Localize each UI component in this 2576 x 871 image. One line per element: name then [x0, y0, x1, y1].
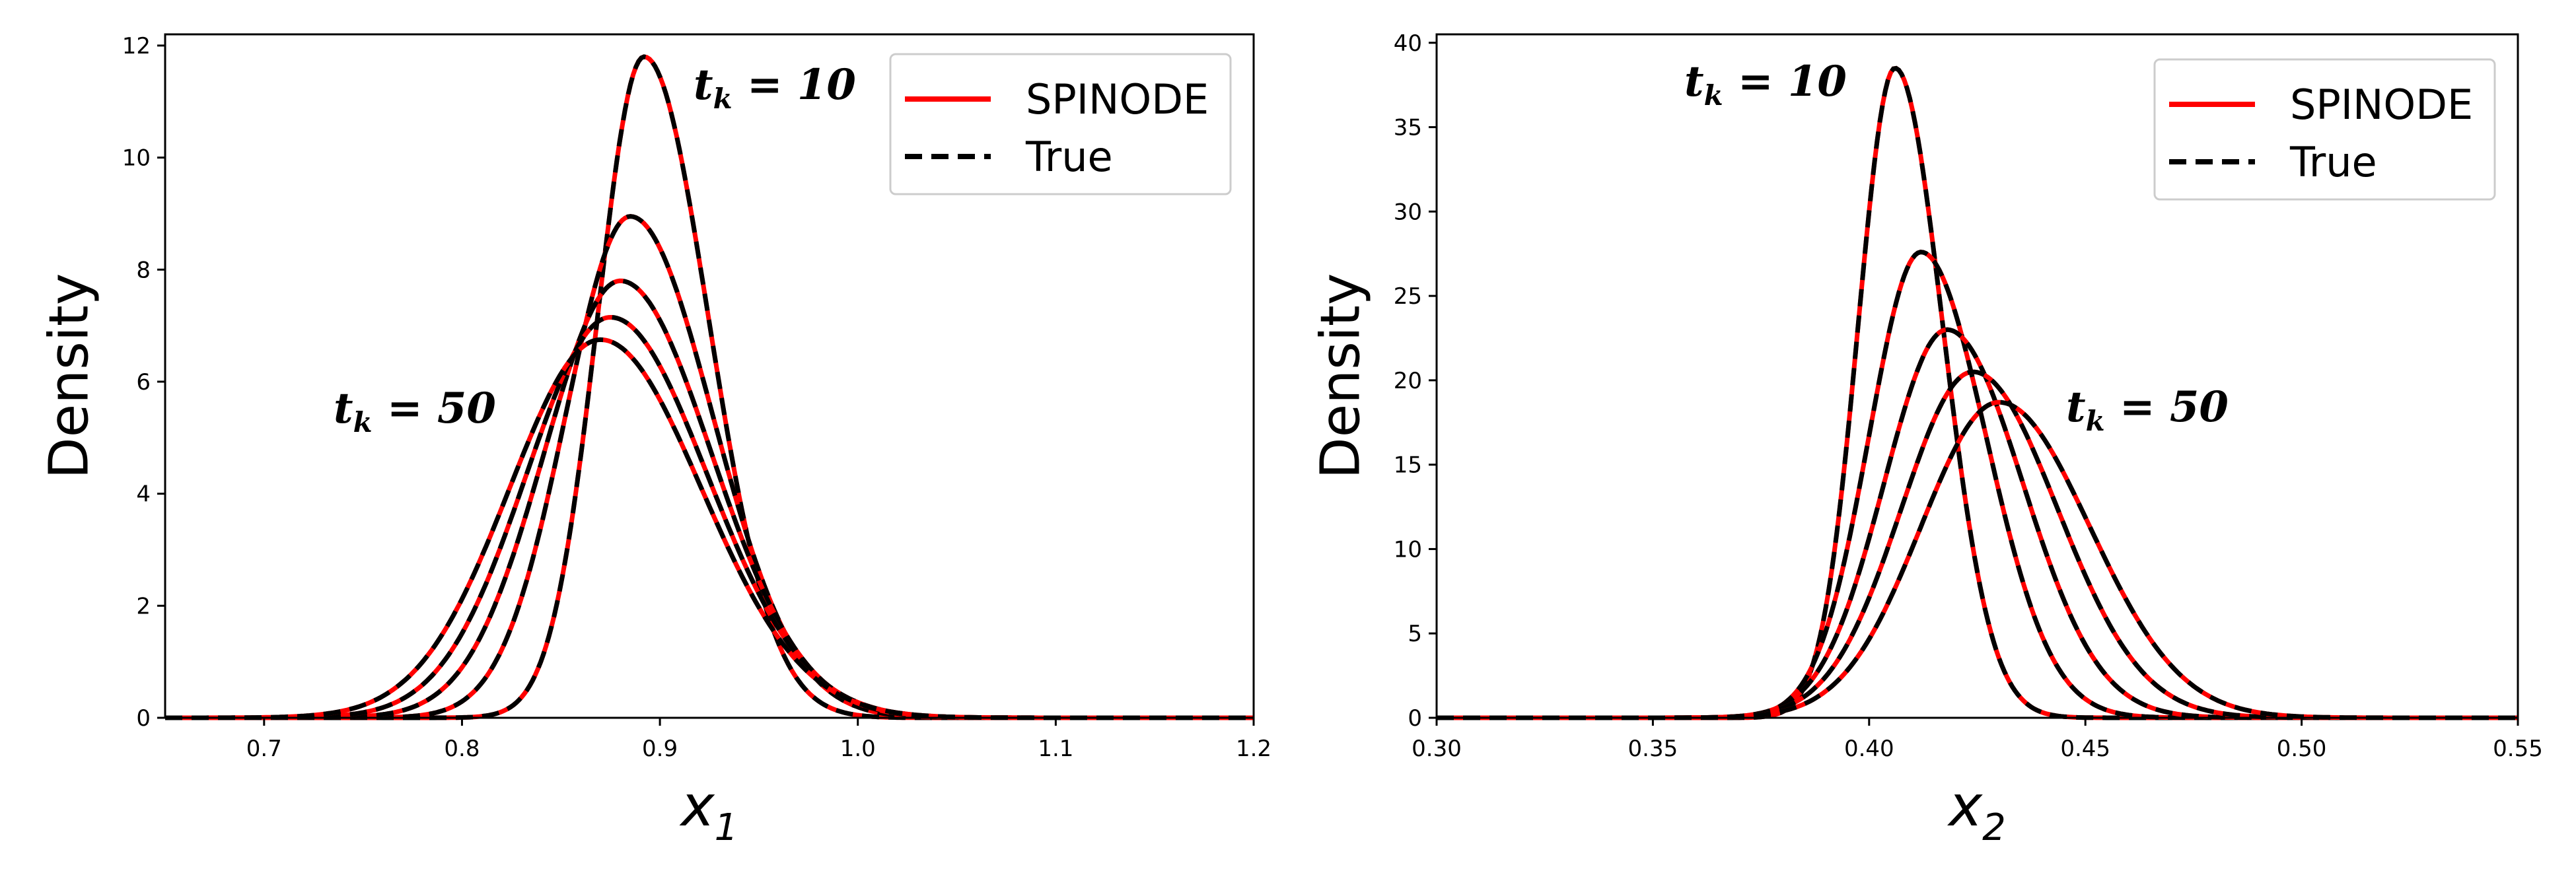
y-tick-label: 20: [1394, 368, 1422, 394]
x-tick-label: 0.30: [1412, 736, 1462, 762]
true-curve: [165, 278, 1254, 720]
x-tick-label: 0.9: [642, 736, 678, 762]
true-curve: [1437, 65, 2518, 720]
y-tick-label: 35: [1394, 115, 1422, 141]
y-tick-label: 0: [136, 705, 151, 732]
annotation-tk-50: tk = 50: [334, 384, 496, 438]
x-axis-label: x1: [679, 773, 738, 849]
x-tick-label: 0.35: [1628, 736, 1678, 762]
y-tick-label: 10: [1394, 536, 1422, 563]
x-tick-label: 0.45: [2060, 736, 2110, 762]
legend-label-true: True: [2289, 138, 2377, 186]
true-curve: [165, 54, 1254, 720]
y-tick-label: 2: [136, 593, 151, 619]
density-panel-x2: 0.30 0.35 0.40 0.45 0.50 0.55 0 5 10 15 20 25 30 35 4…: [1309, 30, 2542, 849]
legend-box: [889, 53, 1232, 195]
plot-frame: [1435, 33, 2519, 719]
annotation-tk-50: tk = 50: [2066, 382, 2229, 437]
annotation-tk-10: tk = 10: [694, 60, 856, 115]
plot-frame: [164, 33, 1255, 719]
x-tick-label: 0.8: [444, 736, 480, 762]
x-axis-ticks: 0.7 0.8 0.9 1.0 1.1 1.2: [246, 718, 1271, 762]
x-tick-label: 0.7: [246, 736, 282, 762]
y-tick-label: 6: [136, 369, 151, 396]
x-tick-label: 1.0: [840, 736, 876, 762]
annotation-tk-10: tk = 10: [1684, 57, 1847, 112]
legend: SPINODE True: [889, 53, 1232, 195]
true-curve: [165, 314, 1254, 720]
y-tick-label: 15: [1394, 452, 1422, 479]
legend-label-spinode: SPINODE: [1026, 75, 1209, 123]
x-tick-label: 0.50: [2277, 736, 2327, 762]
x-tick-label: 1.2: [1236, 736, 1271, 762]
y-tick-label: 0: [1408, 705, 1422, 732]
y-tick-label: 12: [122, 33, 151, 59]
x-tick-label: 1.1: [1038, 736, 1073, 762]
legend-label-true: True: [1025, 133, 1113, 181]
spinode-curve: [165, 214, 1254, 720]
true-curve: [165, 214, 1254, 720]
true-curve: [1437, 369, 2518, 720]
y-tick-label: 40: [1394, 30, 1422, 57]
spinode-curve: [1437, 369, 2518, 720]
y-tick-label: 5: [1408, 621, 1422, 647]
true-curve: [1437, 250, 2518, 720]
legend-box: [2153, 58, 2496, 201]
x-axis-label: x2: [1947, 773, 2006, 849]
x-tick-label: 0.40: [1844, 736, 1894, 762]
y-tick-label: 4: [136, 481, 151, 508]
spinode-curve: [165, 278, 1254, 720]
legend-label-spinode: SPINODE: [2290, 81, 2473, 129]
y-tick-label: 30: [1394, 199, 1422, 225]
y-axis-ticks: 0 2 4 6 8 10 12: [122, 33, 165, 732]
y-axis-ticks: 0 5 10 15 20 25 30 35 40: [1394, 30, 1437, 732]
legend: SPINODE True: [2153, 58, 2496, 201]
spinode-curve: [165, 314, 1254, 720]
y-axis-label: Density: [1309, 273, 1372, 479]
y-axis-label: Density: [38, 273, 100, 479]
y-tick-label: 10: [122, 145, 151, 172]
y-tick-label: 8: [136, 257, 151, 283]
x-tick-label: 0.55: [2493, 736, 2543, 762]
spinode-curve: [1437, 250, 2518, 720]
y-tick-label: 25: [1394, 283, 1422, 310]
x-axis-ticks: 0.30 0.35 0.40 0.45 0.50 0.55: [1412, 718, 2543, 762]
